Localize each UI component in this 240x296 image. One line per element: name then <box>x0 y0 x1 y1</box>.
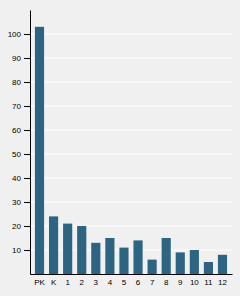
y-tick-mark <box>24 226 30 227</box>
y-axis: 10 20 30 40 50 60 70 80 90 100 <box>8 11 31 275</box>
y-tick-label: 80 <box>12 78 21 87</box>
x-tick: 10 <box>190 278 199 287</box>
y-tick-label: 30 <box>12 198 21 207</box>
grid-line <box>30 82 232 83</box>
grid-line <box>30 178 232 179</box>
y-tick-mark <box>24 82 30 83</box>
bar <box>176 252 185 274</box>
x-tick-label: 1 <box>65 278 70 287</box>
y-tick: 20 <box>12 222 30 231</box>
x-tick: 3 <box>94 278 99 287</box>
y-tick: 70 <box>12 102 30 111</box>
x-tick: 4 <box>108 278 113 287</box>
x-tick-label: 7 <box>150 278 155 287</box>
bar <box>77 226 86 274</box>
y-tick-label: 100 <box>8 30 22 39</box>
bar <box>148 260 157 274</box>
x-tick-label: PK <box>34 278 45 287</box>
grid-line <box>30 226 232 227</box>
x-tick-label: 8 <box>164 278 169 287</box>
x-tick-label: K <box>51 278 57 287</box>
bar <box>35 27 44 274</box>
grid-line <box>30 202 232 203</box>
bar <box>119 248 128 274</box>
y-tick-mark <box>24 106 30 107</box>
grid-line <box>30 58 232 59</box>
y-tick-mark <box>24 58 30 59</box>
y-tick-mark <box>24 202 30 203</box>
y-tick-mark <box>24 250 30 251</box>
y-tick-label: 70 <box>12 102 21 111</box>
grid-line <box>30 130 232 131</box>
bar <box>190 250 199 274</box>
x-tick: K <box>51 278 57 287</box>
y-tick-mark <box>24 154 30 155</box>
y-tick: 30 <box>12 198 30 207</box>
bar <box>218 255 227 274</box>
bar <box>133 240 142 274</box>
y-tick-label: 40 <box>12 174 21 183</box>
y-tick-mark <box>24 34 30 35</box>
x-tick: 7 <box>150 278 155 287</box>
y-tick-label: 20 <box>12 222 21 231</box>
bar <box>105 238 114 274</box>
x-tick-label: 2 <box>80 278 85 287</box>
y-tick: 50 <box>12 150 30 159</box>
y-tick-mark <box>24 178 30 179</box>
y-tick-label: 10 <box>12 246 21 255</box>
x-tick: PK <box>34 278 45 287</box>
x-tick: 5 <box>122 278 127 287</box>
grid-line <box>30 154 232 155</box>
x-tick-label: 10 <box>190 278 199 287</box>
x-tick-label: 9 <box>178 278 183 287</box>
y-tick-mark <box>24 130 30 131</box>
plot: PKK123456789101112102030405060708090100 <box>8 11 233 287</box>
x-tick: 11 <box>204 278 213 287</box>
x-tick: 2 <box>80 278 85 287</box>
y-tick-label: 90 <box>12 54 21 63</box>
bar <box>162 238 171 274</box>
x-tick: 12 <box>218 278 227 287</box>
y-tick: 60 <box>12 126 30 135</box>
y-tick: 40 <box>12 174 30 183</box>
y-tick: 10 <box>12 246 30 255</box>
x-tick-label: 4 <box>108 278 113 287</box>
x-tick-label: 11 <box>204 278 213 287</box>
bars <box>35 27 227 274</box>
x-tick: 6 <box>136 278 141 287</box>
x-tick-label: 3 <box>94 278 99 287</box>
x-axis-line <box>31 274 233 275</box>
bar <box>63 224 72 274</box>
y-tick-label: 50 <box>12 150 21 159</box>
grid <box>30 34 232 250</box>
x-tick: 8 <box>164 278 169 287</box>
bar <box>204 262 213 274</box>
y-axis-line <box>30 11 31 275</box>
chart: PKK123456789101112102030405060708090100 <box>0 0 240 296</box>
y-tick: 90 <box>12 54 30 63</box>
bar <box>49 216 58 274</box>
y-tick-label: 60 <box>12 126 21 135</box>
grid-line <box>30 250 232 251</box>
x-tick-label: 6 <box>136 278 141 287</box>
grid-line <box>30 106 232 107</box>
y-tick: 100 <box>8 30 30 39</box>
y-tick: 80 <box>12 78 30 87</box>
x-axis: PKK123456789101112 <box>31 275 233 287</box>
x-tick-label: 12 <box>218 278 227 287</box>
grid-line <box>30 34 232 35</box>
x-tick-label: 5 <box>122 278 127 287</box>
x-tick: 1 <box>65 278 70 287</box>
x-tick: 9 <box>178 278 183 287</box>
bar <box>91 243 100 274</box>
